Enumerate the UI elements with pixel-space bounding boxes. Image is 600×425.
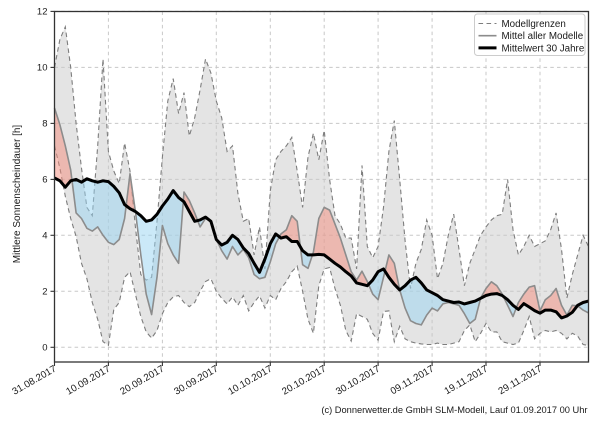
svg-text:0: 0 [42,343,47,354]
svg-text:Mittlere Sonnenscheindauer [h]: Mittlere Sonnenscheindauer [h] [12,125,23,264]
svg-text:4: 4 [42,231,47,242]
svg-text:Mittel aller Modelle: Mittel aller Modelle [502,31,584,42]
svg-text:Modellgrenzen: Modellgrenzen [502,19,566,30]
svg-text:(c) Donnerwetter.de GmbH SLM-M: (c) Donnerwetter.de GmbH SLM-Modell, Lau… [321,405,587,415]
svg-text:6: 6 [42,175,47,186]
svg-text:2: 2 [42,287,47,298]
svg-text:10: 10 [37,63,48,74]
svg-text:Mittelwert 30 Jahre: Mittelwert 30 Jahre [502,43,585,54]
svg-text:12: 12 [37,7,48,18]
svg-text:8: 8 [42,119,47,130]
